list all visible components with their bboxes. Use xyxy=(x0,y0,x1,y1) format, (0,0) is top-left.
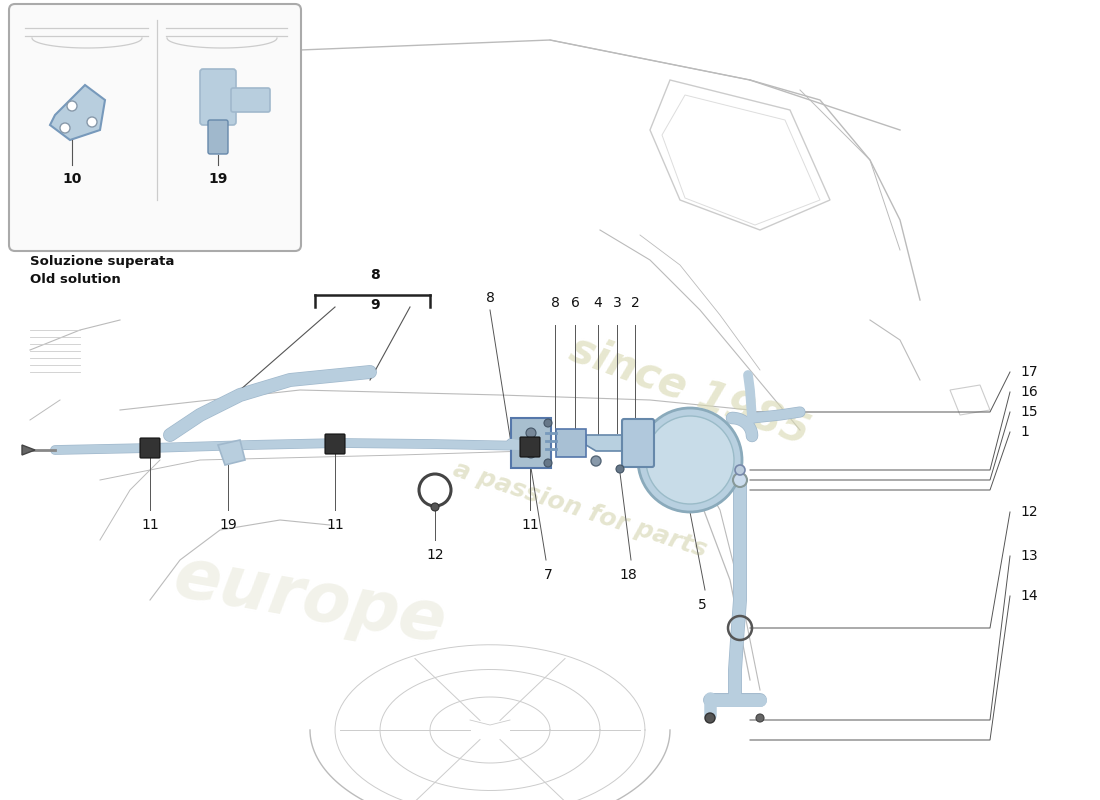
Text: 2: 2 xyxy=(630,296,639,310)
Text: 8: 8 xyxy=(551,296,560,310)
Text: 12: 12 xyxy=(1020,505,1037,519)
Circle shape xyxy=(87,117,97,127)
FancyBboxPatch shape xyxy=(520,437,540,457)
Text: 9: 9 xyxy=(371,298,380,312)
Text: since 1985: since 1985 xyxy=(564,327,815,453)
Text: 11: 11 xyxy=(326,518,344,532)
Text: 15: 15 xyxy=(1020,405,1037,419)
Text: 6: 6 xyxy=(571,296,580,310)
Text: europe: europe xyxy=(168,543,451,657)
Text: 19: 19 xyxy=(208,172,228,186)
Text: 8: 8 xyxy=(485,291,494,305)
Circle shape xyxy=(591,456,601,466)
Polygon shape xyxy=(556,429,586,457)
Text: 5: 5 xyxy=(697,598,706,612)
FancyBboxPatch shape xyxy=(208,120,228,154)
Text: 3: 3 xyxy=(613,296,621,310)
Circle shape xyxy=(705,713,715,723)
Circle shape xyxy=(431,503,439,511)
Polygon shape xyxy=(586,435,624,451)
Circle shape xyxy=(544,459,552,467)
FancyBboxPatch shape xyxy=(140,438,159,458)
Text: 11: 11 xyxy=(521,518,539,532)
Text: 18: 18 xyxy=(619,568,637,582)
Text: 8: 8 xyxy=(370,268,379,282)
Polygon shape xyxy=(218,440,245,465)
Polygon shape xyxy=(512,418,551,468)
Text: 12: 12 xyxy=(426,548,443,562)
Circle shape xyxy=(638,408,743,512)
Circle shape xyxy=(735,465,745,475)
FancyBboxPatch shape xyxy=(621,419,654,467)
FancyBboxPatch shape xyxy=(9,4,301,251)
Polygon shape xyxy=(50,85,104,140)
Text: 10: 10 xyxy=(63,172,81,186)
Polygon shape xyxy=(22,445,35,455)
Text: 11: 11 xyxy=(141,518,158,532)
Circle shape xyxy=(646,416,734,504)
Circle shape xyxy=(526,448,536,458)
Circle shape xyxy=(733,473,747,487)
Circle shape xyxy=(756,714,764,722)
Text: 13: 13 xyxy=(1020,549,1037,563)
Text: 17: 17 xyxy=(1020,365,1037,379)
Text: 4: 4 xyxy=(594,296,603,310)
Text: a passion for parts: a passion for parts xyxy=(450,458,710,562)
Text: 7: 7 xyxy=(543,568,552,582)
Text: 16: 16 xyxy=(1020,385,1037,399)
Circle shape xyxy=(544,419,552,427)
Circle shape xyxy=(526,438,536,448)
Circle shape xyxy=(67,101,77,111)
Text: 19: 19 xyxy=(219,518,236,532)
FancyBboxPatch shape xyxy=(200,69,236,125)
Circle shape xyxy=(60,123,70,133)
FancyBboxPatch shape xyxy=(324,434,345,454)
FancyBboxPatch shape xyxy=(231,88,270,112)
Text: Soluzione superata
Old solution: Soluzione superata Old solution xyxy=(30,255,175,286)
Circle shape xyxy=(616,465,624,473)
Text: 14: 14 xyxy=(1020,589,1037,603)
Text: 1: 1 xyxy=(1020,425,1028,439)
Circle shape xyxy=(526,428,536,438)
